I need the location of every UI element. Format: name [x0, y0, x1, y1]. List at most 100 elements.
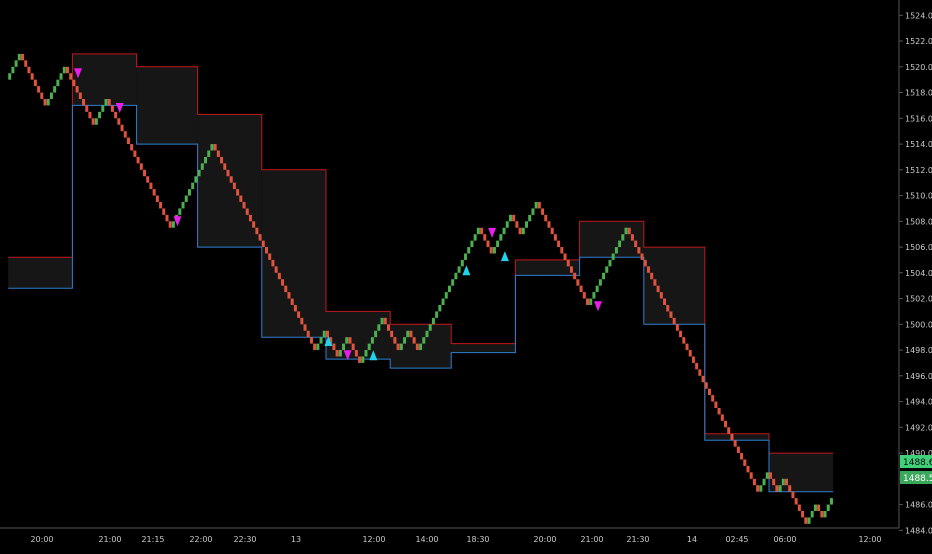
down-brick [695, 362, 699, 370]
up-brick [460, 259, 464, 267]
down-brick [78, 92, 82, 99]
down-brick [730, 433, 734, 441]
up-brick [618, 240, 622, 248]
down-brick [749, 472, 753, 479]
up-brick [338, 350, 342, 357]
time-tick-label: 18:30 [466, 535, 489, 544]
price-tick-label: 1518.00 [905, 89, 932, 98]
up-brick [171, 221, 175, 228]
down-brick [679, 330, 683, 338]
up-brick [367, 343, 371, 351]
down-brick [736, 446, 740, 454]
range-zone [704, 433, 769, 441]
down-brick [287, 292, 291, 299]
range-zone [261, 169, 326, 338]
down-brick [348, 337, 352, 344]
down-brick [409, 330, 413, 338]
down-brick [268, 253, 272, 260]
down-brick [576, 279, 580, 286]
up-brick [476, 227, 480, 235]
down-brick [797, 504, 801, 511]
up-brick [56, 79, 60, 87]
down-brick [653, 279, 657, 286]
up-brick [762, 478, 766, 486]
up-brick [496, 240, 500, 248]
down-brick [659, 292, 663, 299]
time-tick-label: 12:00 [362, 535, 385, 544]
down-brick [544, 214, 548, 222]
price-tick-label: 1510.00 [905, 192, 932, 201]
down-brick [261, 240, 265, 248]
down-brick [637, 247, 641, 254]
up-brick [528, 214, 532, 222]
up-brick [428, 324, 432, 331]
time-tick-label: 13 [291, 535, 301, 544]
time-axis[interactable]: 20:00 21:00 21:15 22:00 22:30 13 12:00 14:00 18:… [0, 527, 899, 544]
down-brick [704, 382, 708, 389]
down-brick [785, 478, 789, 486]
up-brick [98, 111, 102, 119]
down-brick [740, 453, 744, 460]
down-brick [569, 266, 573, 273]
down-brick [643, 259, 647, 267]
up-brick [178, 208, 182, 215]
down-brick [274, 266, 278, 273]
up-brick [598, 279, 602, 286]
down-brick [27, 66, 31, 74]
down-brick [752, 478, 756, 486]
up-brick [592, 292, 596, 299]
up-brick [614, 247, 618, 254]
down-brick [354, 350, 358, 357]
down-brick [313, 343, 317, 351]
price-tick-label: 1520.00 [905, 63, 932, 72]
up-brick [765, 472, 769, 479]
down-brick [75, 86, 79, 93]
price-tick-label: 1504.00 [905, 269, 932, 278]
up-brick [204, 156, 208, 164]
down-brick [412, 337, 416, 344]
up-brick [316, 343, 320, 351]
sell-signal-marker [173, 216, 182, 227]
down-brick [756, 485, 760, 492]
time-tick-label: 21:30 [626, 535, 649, 544]
down-brick [553, 234, 557, 241]
down-brick [309, 337, 313, 344]
down-brick [149, 182, 153, 190]
down-brick [236, 189, 240, 196]
price-axis[interactable]: 1524.00 1522.00 1520.00 1518.00 1516.00 1514.… [898, 0, 932, 535]
down-brick [579, 285, 583, 293]
down-brick [290, 298, 294, 305]
up-brick [14, 60, 18, 67]
up-brick [807, 517, 811, 524]
down-brick [515, 221, 519, 228]
down-brick [817, 504, 821, 511]
down-brick [223, 163, 227, 170]
up-brick [207, 150, 211, 157]
signal-markers [73, 68, 602, 361]
down-brick [775, 485, 779, 492]
up-brick [464, 253, 468, 260]
up-brick [419, 343, 423, 351]
price-tick-label: 1514.00 [905, 140, 932, 149]
down-brick [117, 118, 121, 125]
down-brick [512, 214, 516, 222]
down-brick [332, 343, 336, 351]
down-brick [788, 485, 792, 492]
down-brick [582, 292, 586, 299]
price-tick-label: 1508.00 [905, 217, 932, 226]
up-brick [595, 285, 599, 293]
down-brick [281, 279, 285, 286]
down-brick [386, 324, 390, 331]
down-brick [560, 247, 564, 254]
down-brick [820, 510, 824, 518]
down-brick [88, 111, 92, 119]
price-tick-label: 1506.00 [905, 243, 932, 252]
up-brick [605, 266, 609, 273]
down-brick [358, 356, 362, 363]
down-brick [297, 311, 301, 318]
down-brick [801, 510, 805, 518]
down-brick [550, 227, 554, 235]
price-tick-label: 1500.00 [905, 320, 932, 329]
